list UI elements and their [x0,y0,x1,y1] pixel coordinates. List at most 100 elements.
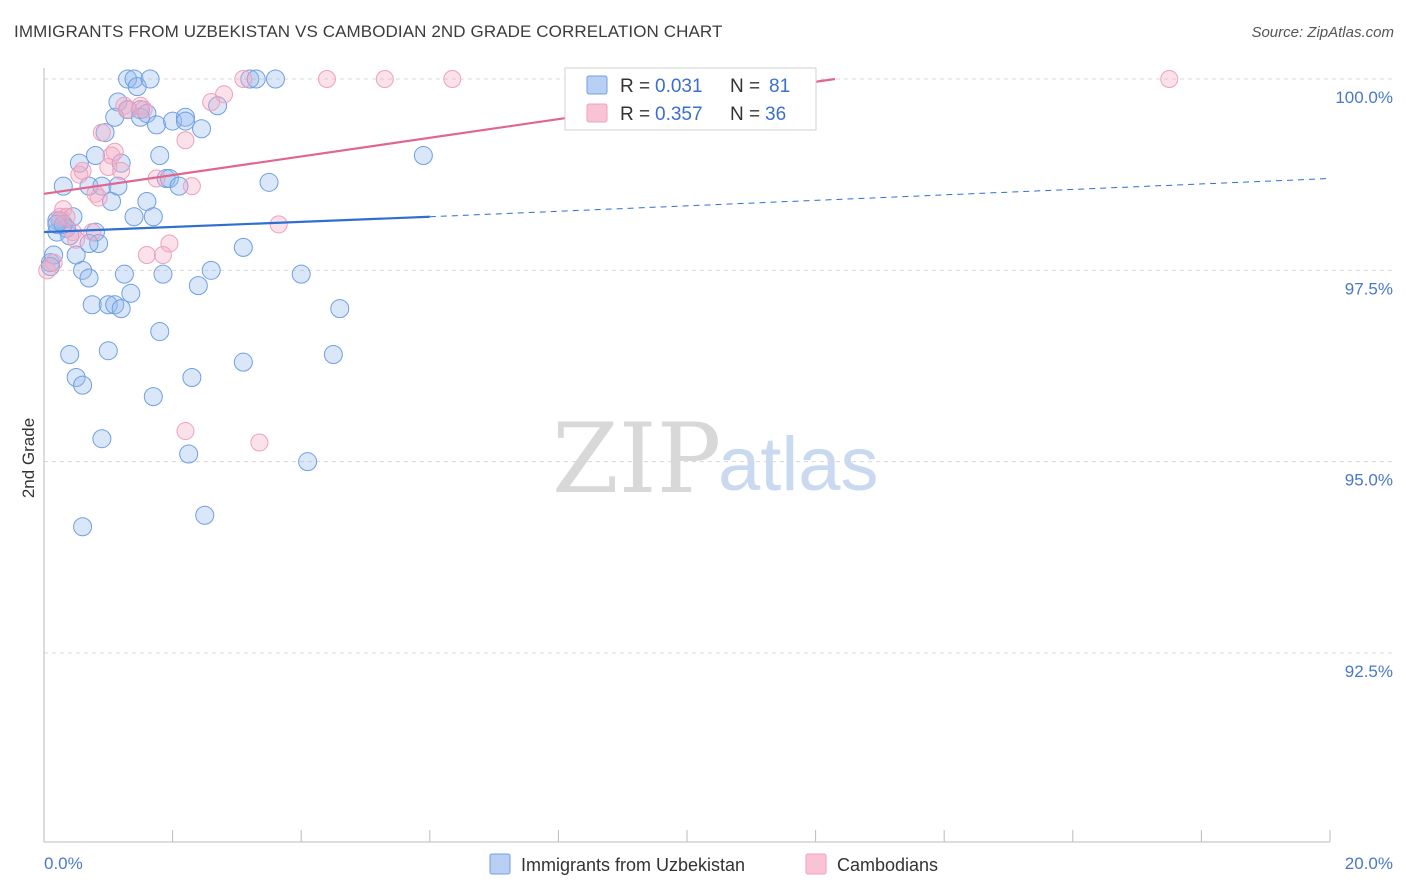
data-point-cambodians [375,70,394,88]
data-point-cambodians [269,215,288,234]
watermark-atlas: atlas [718,422,879,507]
data-point-cambodians [89,188,108,207]
data-point-uzbekistan [140,69,160,89]
data-point-cambodians [215,85,234,104]
data-point-cambodians [317,70,336,88]
chart-title: IMMIGRANTS FROM UZBEKISTAN VS CAMBODIAN … [14,22,723,41]
data-point-uzbekistan [89,234,109,254]
data-point-uzbekistan [150,322,170,342]
data-point-uzbekistan [66,367,86,387]
data-point-cambodians [83,223,102,242]
y-axis-ticks: 92.5% 95.0% 97.5% 100.0% [1335,88,1393,681]
data-point-cambodians [134,100,153,119]
data-point-uzbekistan [114,264,134,284]
data-point-uzbekistan [73,260,93,280]
y-tick-label: 97.5% [1345,279,1393,298]
data-point-uzbekistan [85,146,105,166]
data-point-uzbekistan [98,295,118,315]
data-point-uzbekistan [63,207,83,227]
legend-r-label: R = [620,104,650,125]
x-tick-label-max: 20.0% [1345,854,1393,873]
data-point-uzbekistan [44,245,64,265]
legend-r-label: R = [620,76,650,97]
data-point-cambodians [38,261,57,280]
data-point-cambodians [1160,70,1179,88]
data-point-uzbekistan [124,69,144,89]
legend-n-label: N = [730,76,760,97]
data-point-uzbekistan [147,115,167,135]
data-point-cambodians [153,246,172,265]
data-point-uzbekistan [108,176,128,196]
watermark-zip: ZIP [552,403,721,515]
legend-swatch-blue [586,75,608,95]
data-point-uzbekistan [82,295,102,315]
bottom-legend-swatch-blue [489,853,511,875]
data-point-uzbekistan [60,345,80,365]
data-point-cambodians [176,422,195,441]
data-point-uzbekistan [330,299,350,319]
data-point-uzbekistan [143,207,163,227]
data-point-cambodians [234,70,253,88]
legend-n-value-blue: 81 [769,76,790,97]
data-point-cambodians [160,234,179,253]
legend-swatch-pink [586,103,608,123]
legend-r-value-pink: 0.357 [655,104,703,125]
data-point-cambodians [67,230,86,249]
y-tick-label: 95.0% [1345,471,1393,490]
data-point-uzbekistan [175,111,195,131]
bottom-legend-swatch-pink [805,853,827,875]
data-point-uzbekistan [246,69,266,89]
y-tick-label: 100.0% [1335,88,1393,107]
data-point-uzbekistan [169,176,189,196]
data-point-uzbekistan [201,260,221,280]
bottom-legend-label-uzbekistan: Immigrants from Uzbekistan [521,855,745,875]
data-point-uzbekistan [240,69,260,89]
bottom-legend-label-cambodians: Cambodians [837,855,938,875]
data-point-uzbekistan [192,119,212,139]
legend-box: R = 0.031 N = 81 R = 0.357 N = 36 [564,67,817,131]
trendline-uzbekistan [43,215,430,234]
data-point-uzbekistan [188,276,208,296]
data-point-cambodians [137,246,156,265]
data-point-uzbekistan [124,207,144,227]
data-point-uzbekistan [98,341,118,361]
data-point-uzbekistan [323,345,343,365]
series-uzbekistan-points [40,69,433,537]
data-point-cambodians [443,70,462,88]
data-point-cambodians [250,433,269,452]
y-tick-label: 92.5% [1345,662,1393,681]
series-cambodians-points [38,70,1179,452]
data-point-uzbekistan [79,268,99,288]
data-point-uzbekistan [73,375,93,395]
data-point-uzbekistan [195,505,215,525]
data-point-uzbekistan [118,69,138,89]
legend-n-value-pink: 36 [765,104,786,125]
watermark: ZIP atlas [552,403,879,515]
data-point-cambodians [44,253,63,272]
data-point-uzbekistan [92,429,112,449]
data-point-uzbekistan [291,264,311,284]
data-point-cambodians [176,131,195,150]
data-point-uzbekistan [153,264,173,284]
data-point-cambodians [92,123,111,142]
data-point-uzbekistan [73,517,93,537]
data-point-uzbekistan [233,237,253,257]
data-point-uzbekistan [150,146,170,166]
trendline-uzbekistan-extension [429,177,1331,218]
data-point-uzbekistan [265,69,285,89]
data-point-uzbekistan [259,172,279,192]
x-tick-label-min: 0.0% [44,854,83,873]
data-point-cambodians [57,207,76,226]
chart-source: Source: ZipAtlas.com [1251,24,1394,41]
data-point-cambodians [73,161,92,180]
data-point-uzbekistan [182,367,202,387]
data-point-uzbekistan [111,299,131,319]
data-point-uzbekistan [143,387,163,407]
data-point-cambodians [112,161,131,180]
data-point-uzbekistan [179,444,199,464]
data-point-uzbekistan [121,283,141,303]
data-point-uzbekistan [298,452,318,472]
legend-r-value-blue: 0.031 [655,76,703,97]
legend-n-label: N = [730,104,760,125]
